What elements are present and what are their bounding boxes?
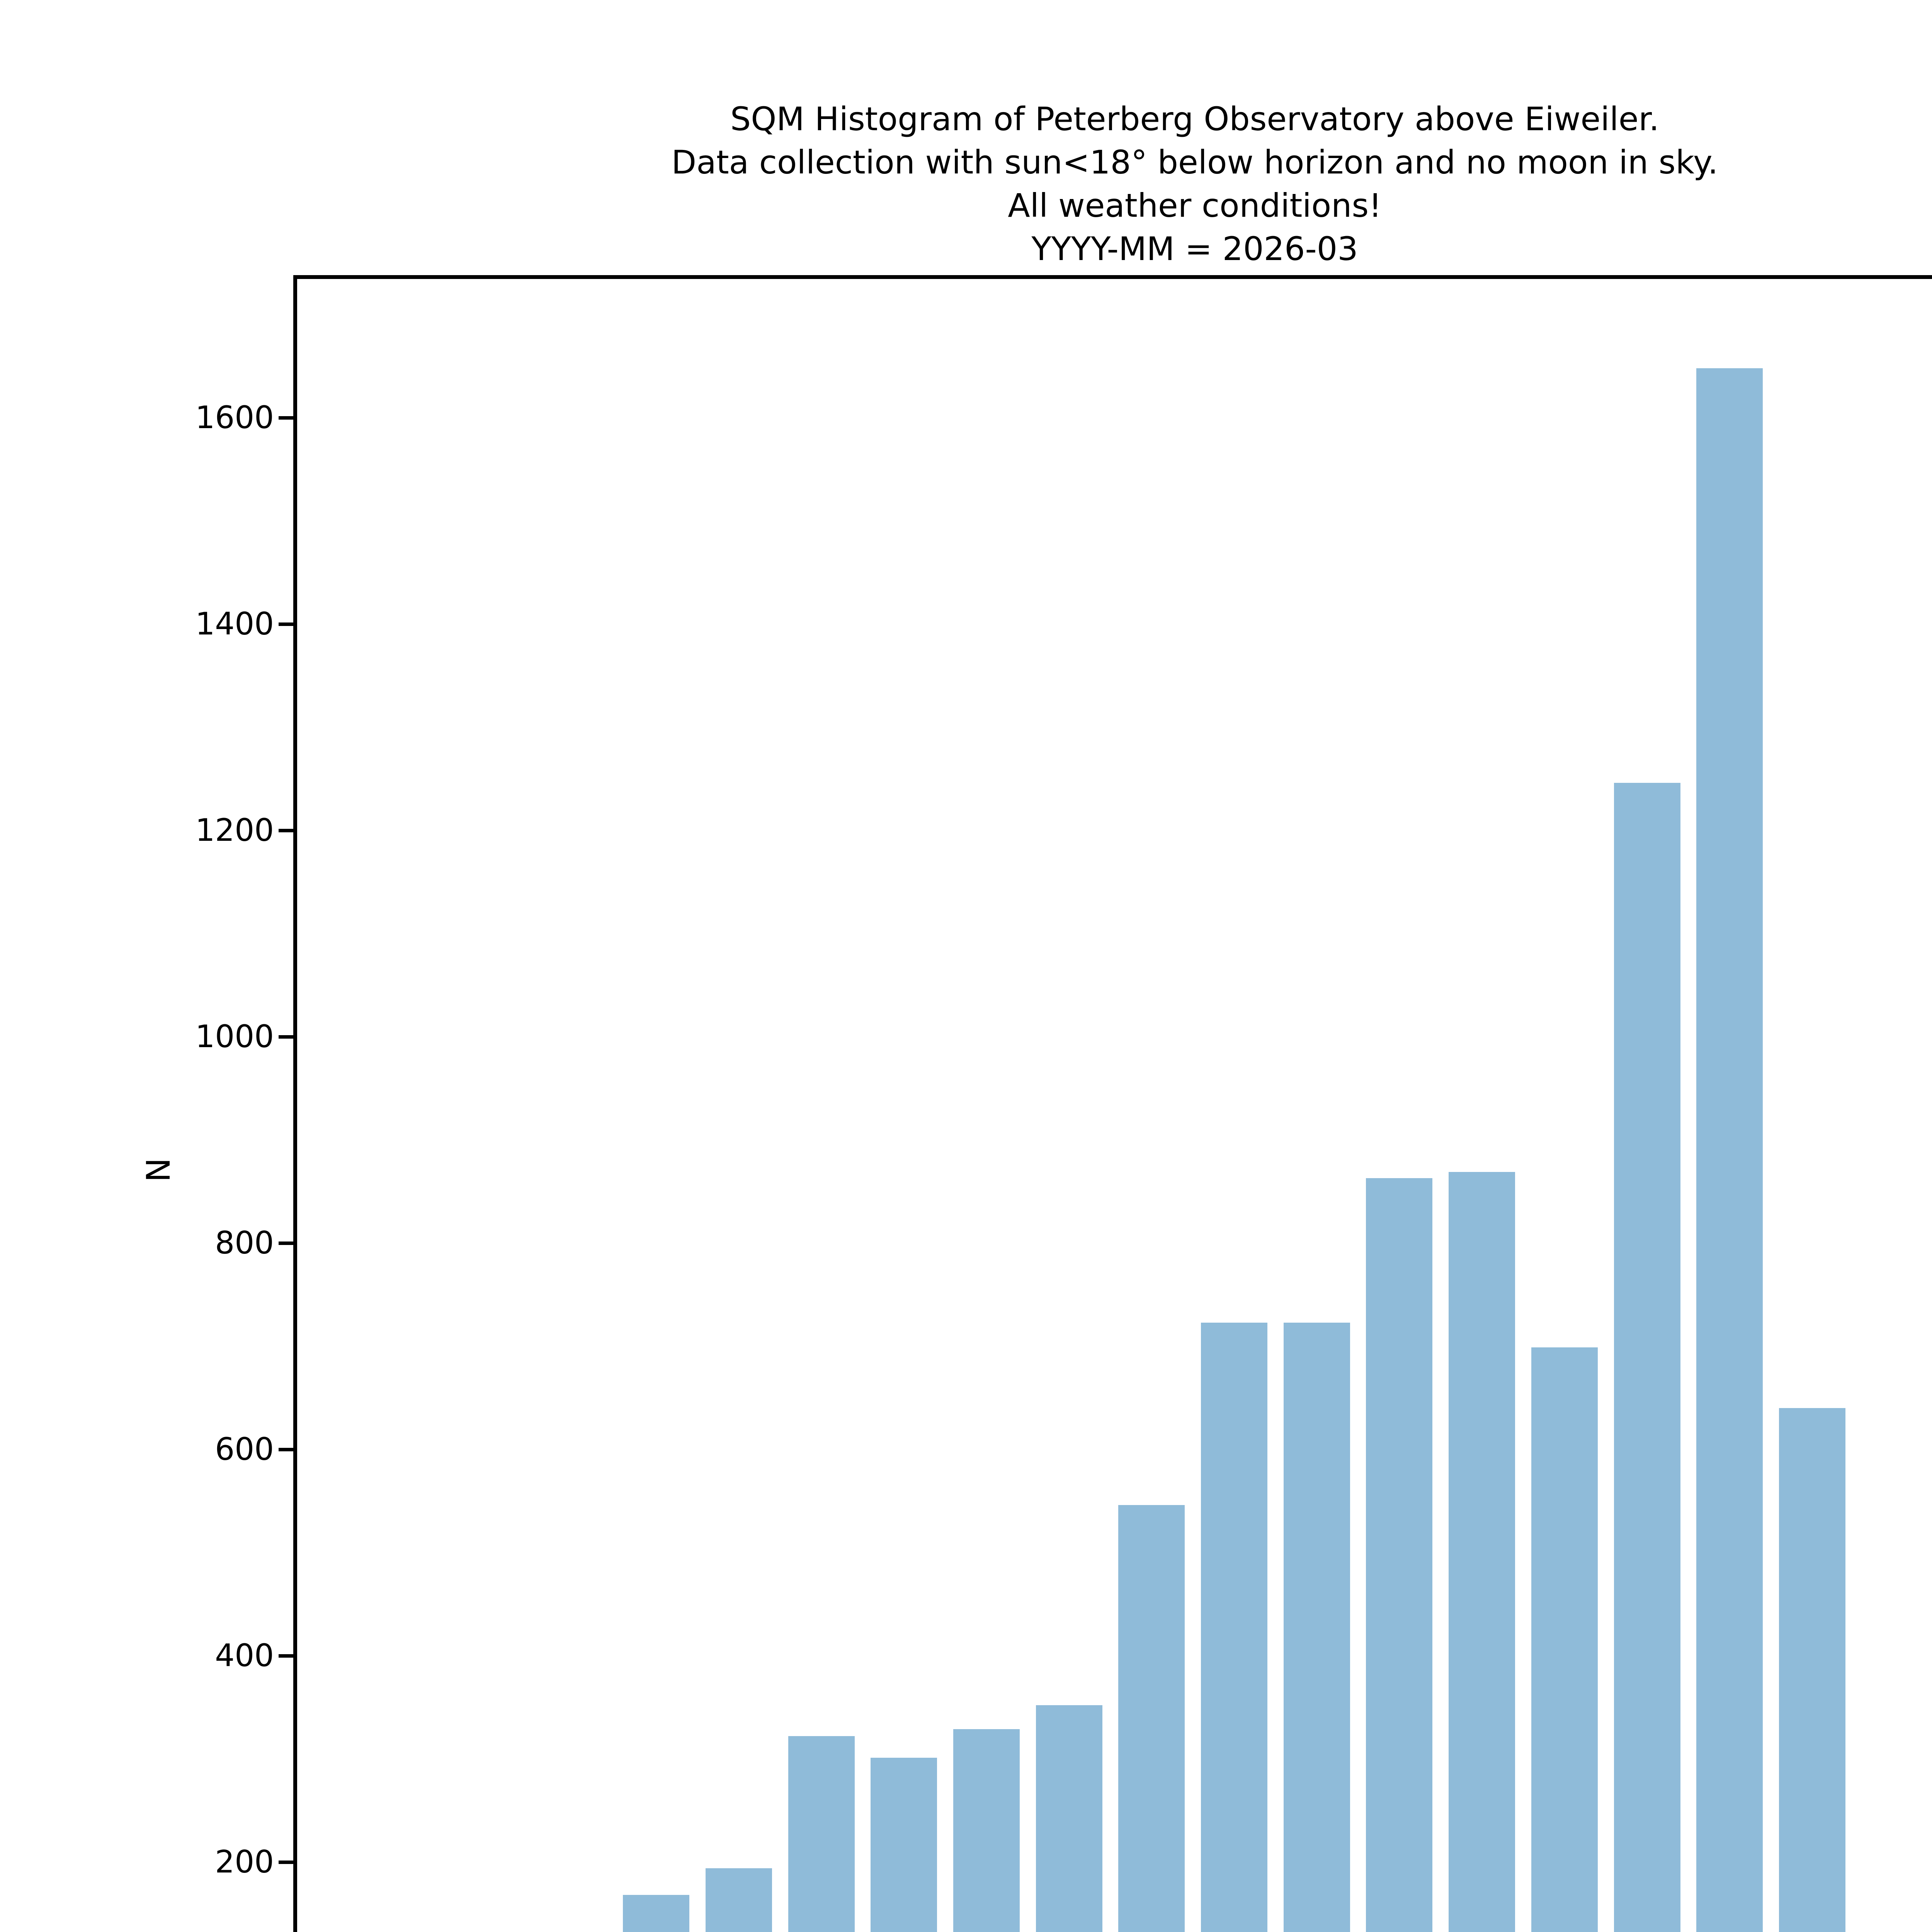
- y-tick-label: 800: [215, 1225, 274, 1261]
- y-tick-label: 600: [215, 1431, 274, 1467]
- y-tick-mark: [279, 1242, 293, 1245]
- histogram-bar: [1036, 1705, 1102, 1932]
- histogram-bar: [1531, 1347, 1598, 1932]
- chart-title: SQM Histogram of Peterberg Observatory a…: [293, 97, 1932, 270]
- chart-title-line-4: YYYY-MM = 2026-03: [1031, 230, 1358, 268]
- chart-title-line-1: SQM Histogram of Peterberg Observatory a…: [730, 100, 1660, 138]
- y-tick-mark: [279, 829, 293, 832]
- histogram-bar: [1118, 1505, 1185, 1932]
- y-axis-label: N: [139, 1158, 177, 1182]
- y-tick-label: 1000: [195, 1019, 274, 1054]
- histogram-bar: [953, 1729, 1020, 1932]
- histogram-bar: [1201, 1323, 1267, 1932]
- histogram-bar: [1449, 1172, 1515, 1932]
- plot-area: 0200400600800100012001400160019.619.719.…: [195, 275, 1932, 1932]
- histogram-bar: [788, 1736, 855, 1932]
- y-tick-label: 400: [215, 1638, 274, 1673]
- histogram-bar: [871, 1758, 937, 1932]
- chart-title-line-3: All weather conditions!: [1008, 187, 1382, 224]
- y-tick-label: 1200: [195, 812, 274, 848]
- y-tick-mark: [279, 1654, 293, 1658]
- chart-title-line-2: Data collection with sun<18° below horiz…: [671, 143, 1718, 181]
- y-tick-mark: [279, 1035, 293, 1039]
- y-tick-mark: [279, 622, 293, 626]
- histogram-bar: [1614, 783, 1680, 1932]
- y-tick-label: 200: [215, 1844, 274, 1880]
- y-tick-label: 1400: [195, 606, 274, 642]
- histogram-bar: [1366, 1178, 1432, 1932]
- y-tick-label: 1600: [195, 400, 274, 435]
- histogram-bar: [1284, 1323, 1350, 1932]
- y-tick-mark: [279, 1448, 293, 1451]
- y-tick-mark: [279, 1861, 293, 1864]
- y-tick-mark: [279, 416, 293, 420]
- histogram-bar: [1696, 368, 1763, 1932]
- histogram-bar: [1779, 1408, 1845, 1932]
- histogram-bar: [706, 1868, 772, 1932]
- histogram-bar: [623, 1895, 689, 1932]
